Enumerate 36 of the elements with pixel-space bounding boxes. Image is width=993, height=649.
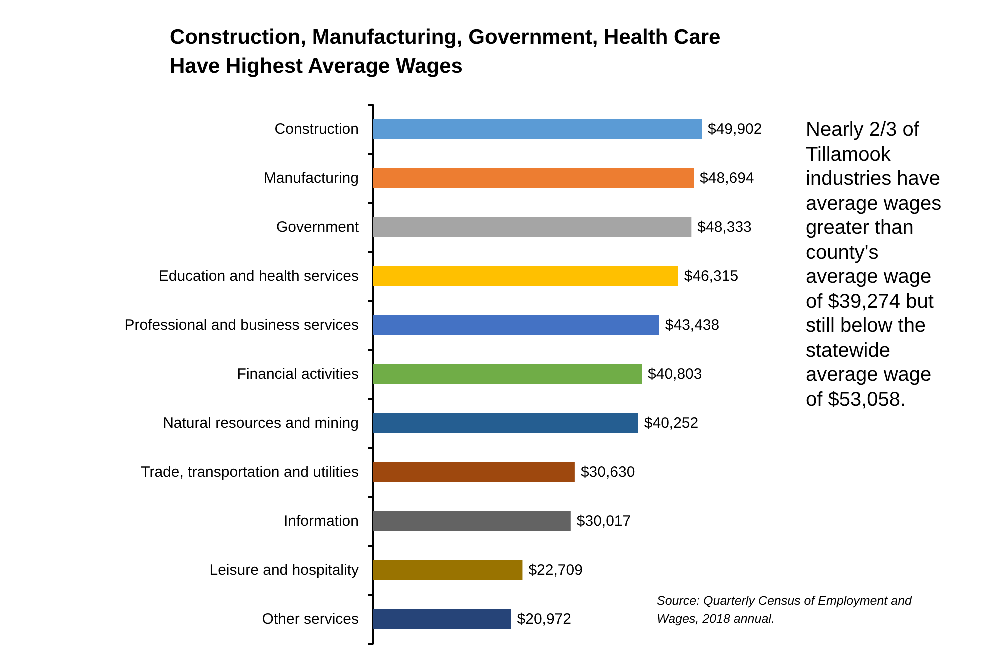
data-label: $46,315 [684, 268, 739, 285]
bar [373, 512, 571, 532]
data-label: $48,333 [698, 219, 752, 236]
data-label: $40,803 [648, 366, 702, 383]
y-tick-label: Manufacturing [264, 170, 359, 187]
data-label: $30,017 [576, 513, 632, 530]
y-tick-label: Professional and business services [124, 317, 359, 334]
y-tick-label: Financial activities [237, 366, 359, 383]
chart-title: Construction, Manufacturing, Government, Health Care Have Highest Average Wages [170, 26, 727, 78]
bar [373, 168, 694, 188]
bar [373, 266, 678, 286]
bar [373, 364, 642, 384]
data-label: $43,438 [665, 317, 720, 334]
data-label: $40,252 [644, 415, 699, 432]
bar [373, 414, 638, 434]
data-label: $49,902 [708, 121, 762, 138]
bar [373, 218, 692, 238]
bar [373, 560, 523, 580]
bar [373, 316, 660, 336]
y-tick-label: Other services [262, 611, 359, 628]
text: Nearly 2/3 of Tillamook industries have average wages greater than county's average wage of $39,274 but still below the statewide average wage of $53,058. [806, 119, 942, 410]
y-tick-label: Education and health services [158, 268, 359, 285]
data-label: $48,694 [700, 170, 754, 187]
data-label: $20,972 [517, 611, 572, 628]
y-tick-label: Government [276, 219, 360, 236]
y-tick-label: Leisure and hospitality [210, 562, 360, 579]
data-label: $22,709 [528, 562, 583, 579]
y-tick-label: Trade, transportation and utilities [141, 464, 359, 481]
data-label: $30,630 [580, 464, 636, 481]
y-tick-label: Natural resources and mining [163, 415, 359, 432]
bar [373, 120, 702, 140]
y-tick-label: Construction [274, 121, 359, 138]
y-tick-label: Information [284, 513, 359, 530]
annotation: Source: Quarterly Census of Employment and Wages, 2018 annual. [657, 593, 914, 628]
bar [373, 610, 512, 630]
bar [373, 462, 575, 482]
